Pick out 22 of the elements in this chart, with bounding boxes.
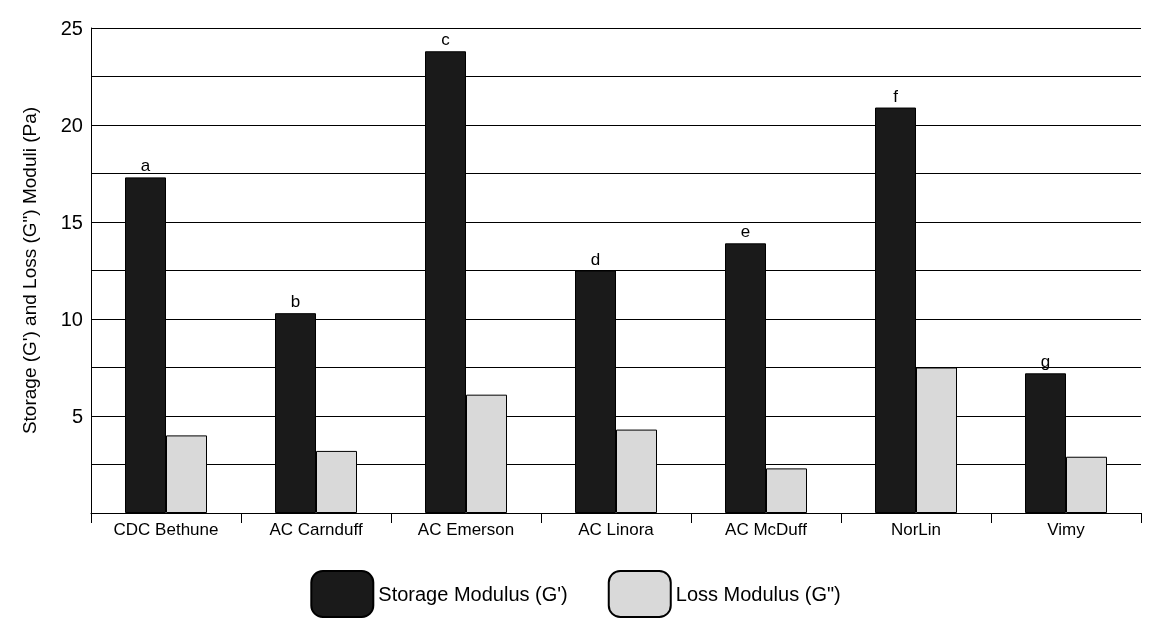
- annotation: e: [740, 222, 751, 242]
- y-tick-label: 25: [60, 17, 83, 39]
- x-tick-label: AC McDuff: [725, 520, 808, 539]
- legend-label: Storage Modulus (G'): [378, 583, 568, 605]
- x-tick-label: NorLin: [890, 520, 942, 539]
- annotation: c: [441, 30, 451, 50]
- annotation: a: [140, 156, 151, 176]
- y-axis-title: Storage (G') and Loss (G") Moduli (Pa): [19, 106, 40, 435]
- annotation: g: [1040, 352, 1051, 372]
- x-tick-label: CDC Bethune: [113, 520, 219, 539]
- legend-label: Loss Modulus (G"): [675, 583, 841, 605]
- annotation: b: [290, 292, 301, 312]
- y-tick-label: 15: [60, 211, 83, 233]
- x-tick-label: Vimy: [1047, 520, 1086, 539]
- x-tick-label: AC Emerson: [417, 520, 515, 539]
- annotation: d: [590, 249, 601, 269]
- y-tick-label: 10: [60, 308, 83, 330]
- x-tick-label: AC Carnduff: [269, 520, 363, 539]
- y-tick-label: 5: [71, 405, 83, 427]
- x-tick-label: AC Linora: [578, 520, 655, 539]
- y-tick-label: 20: [60, 114, 83, 136]
- annotation: f: [893, 86, 899, 106]
